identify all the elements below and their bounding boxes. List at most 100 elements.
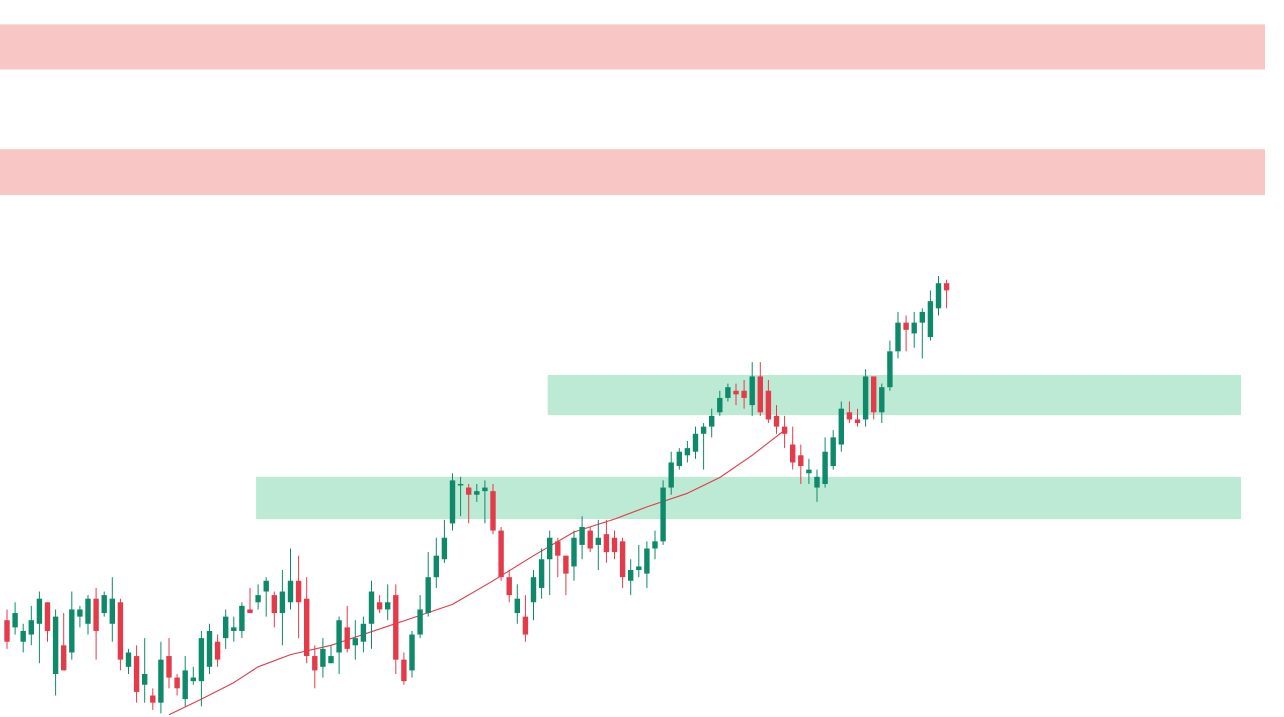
candle — [12, 602, 18, 635]
candle — [4, 609, 10, 649]
candle-body-bearish — [522, 616, 529, 635]
moving-average-line — [168, 429, 785, 716]
candle-body-bearish — [846, 412, 853, 420]
candle-body-bullish — [417, 609, 423, 635]
candle-body-bearish — [555, 541, 561, 556]
candle-body-bullish — [223, 616, 229, 639]
candle — [725, 383, 731, 402]
candle-body-bearish — [401, 659, 407, 682]
candle-body-bullish — [538, 559, 545, 588]
candle — [376, 595, 383, 614]
candle — [336, 616, 342, 674]
candle — [166, 638, 172, 689]
candle — [935, 276, 942, 316]
candle-body-bullish — [547, 537, 553, 560]
zones-layer — [0, 24, 1265, 520]
candle-body-bullish — [385, 602, 391, 610]
candle-body-bearish — [741, 390, 747, 398]
candle — [190, 666, 196, 685]
candle — [644, 541, 650, 588]
candle-body-bearish — [611, 537, 618, 553]
candle — [773, 405, 780, 434]
candle — [158, 641, 164, 714]
candle — [595, 519, 601, 571]
candle-body-bearish — [295, 580, 302, 603]
candle — [854, 408, 861, 427]
candle — [709, 408, 715, 438]
candle-body-bullish — [28, 620, 34, 635]
candle-body-bullish — [660, 487, 666, 542]
candle — [490, 483, 496, 535]
candle-body-bullish — [806, 469, 812, 474]
candle — [93, 587, 99, 660]
candle — [919, 308, 925, 359]
candle-body-bullish — [77, 609, 83, 617]
candle-body-bullish — [368, 591, 375, 624]
candle — [206, 623, 213, 674]
candle — [806, 458, 812, 484]
candle-body-bullish — [85, 598, 91, 624]
candle-body-bullish — [644, 548, 650, 574]
candle — [182, 656, 188, 707]
candle-body-bullish — [822, 451, 828, 484]
candle-body-bullish — [409, 634, 415, 671]
candle-body-bearish — [563, 555, 569, 574]
candle — [393, 584, 399, 674]
candle — [668, 451, 674, 495]
candle-body-bearish — [490, 491, 496, 531]
candle-body-bearish — [174, 677, 180, 689]
candle — [822, 437, 828, 488]
candle — [441, 519, 448, 563]
candle-body-bearish — [376, 602, 383, 610]
candle — [911, 311, 917, 348]
candle — [636, 544, 642, 578]
candle-body-bearish — [781, 426, 788, 434]
candle — [927, 290, 934, 341]
candle-body-bullish — [449, 480, 456, 524]
candle — [538, 548, 545, 599]
candle-body-bullish — [668, 462, 674, 488]
candle-body-bullish — [101, 595, 107, 614]
candle-body-bullish — [206, 630, 213, 667]
candle — [887, 340, 893, 391]
candle — [700, 423, 707, 470]
candle-body-bearish — [498, 530, 504, 578]
candle-body-bullish — [320, 648, 326, 667]
candle-body-bullish — [684, 448, 691, 456]
candle-body-bullish — [911, 322, 917, 334]
candle-body-bullish — [457, 483, 464, 486]
resistance-zone-1 — [0, 24, 1265, 70]
candle-body-bullish — [895, 322, 901, 352]
candle-body-bearish — [150, 695, 156, 703]
candle — [457, 476, 464, 517]
candle — [61, 613, 67, 671]
candle-body-bullish — [198, 638, 205, 682]
candle-body-bullish — [838, 408, 844, 445]
candle-body-bullish — [239, 605, 245, 631]
candle-body-bearish — [247, 609, 253, 614]
candle — [628, 559, 634, 596]
candle-body-bullish — [709, 415, 715, 427]
candle — [344, 605, 350, 653]
candle — [466, 483, 472, 524]
candle-body-bullish — [336, 620, 342, 653]
candle — [871, 376, 877, 420]
candle — [555, 537, 561, 578]
candle-body-bearish — [506, 577, 512, 596]
candle — [449, 473, 456, 531]
candle — [263, 577, 269, 617]
candle-body-bullish — [433, 555, 439, 578]
candle — [279, 570, 286, 646]
candle — [838, 401, 844, 452]
candle-body-bullish — [69, 609, 75, 653]
candles-layer — [4, 276, 950, 714]
candle-body-bullish — [927, 301, 934, 337]
candle-body-bearish — [271, 595, 277, 614]
candle — [765, 380, 772, 424]
candle-body-bullish — [628, 570, 634, 581]
moving-average-layer — [168, 429, 785, 716]
candle-body-bullish — [158, 659, 164, 703]
